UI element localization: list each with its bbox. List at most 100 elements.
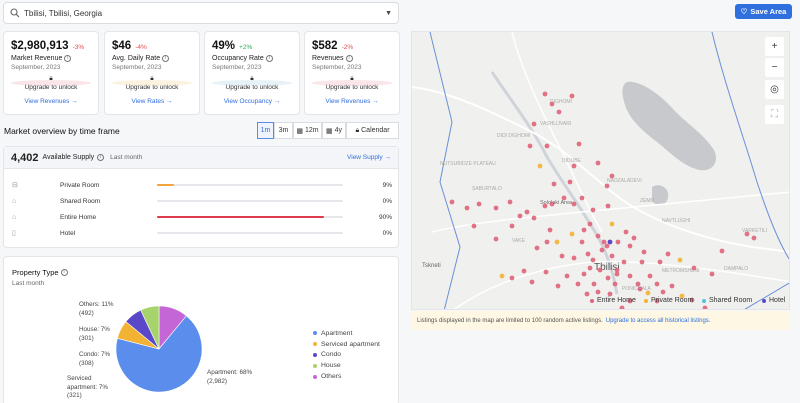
view-revenues-link[interactable]: View Revenues → (24, 98, 78, 105)
upgrade-to-unlock[interactable]: 🔒︎ Upgrade to unlock (312, 74, 392, 92)
listing-pin[interactable] (542, 91, 548, 97)
listing-pin[interactable] (476, 201, 482, 207)
listing-pin[interactable] (579, 239, 585, 245)
listing-pin[interactable] (631, 235, 637, 241)
listing-pin[interactable] (581, 271, 587, 277)
listing-pin[interactable] (609, 173, 615, 179)
listing-pin[interactable] (595, 160, 601, 166)
listing-pin[interactable] (654, 281, 660, 287)
listing-pin[interactable] (587, 221, 593, 227)
listing-pin[interactable] (691, 265, 697, 271)
view-rates-link[interactable]: View Rates → (131, 98, 173, 105)
listing-pin[interactable] (604, 243, 610, 249)
listing-pin[interactable] (677, 257, 683, 263)
listing-pin[interactable] (689, 297, 695, 303)
upgrade-link[interactable]: Upgrade to access all historical listing… (605, 317, 711, 324)
zoom-out-button[interactable]: − (765, 58, 784, 77)
listing-pin[interactable] (641, 249, 647, 255)
listing-pin[interactable] (621, 259, 627, 265)
listing-pin[interactable] (604, 183, 610, 189)
listing-pin[interactable] (549, 101, 555, 107)
listing-pin[interactable] (599, 247, 605, 253)
listing-pin[interactable] (555, 283, 561, 289)
listing-pin[interactable] (517, 213, 523, 219)
listing-pin[interactable] (590, 257, 596, 263)
listing-pin[interactable] (591, 281, 597, 287)
zoom-in-button[interactable]: + (765, 37, 784, 56)
listing-pin[interactable] (571, 201, 577, 207)
fullscreen-icon[interactable]: ⛶ (765, 105, 784, 124)
pie-slice-house[interactable] (140, 305, 160, 350)
listing-pin[interactable] (521, 268, 527, 274)
listing-pin[interactable] (543, 269, 549, 275)
listing-pin[interactable] (544, 239, 550, 245)
upgrade-to-unlock[interactable]: 🔒︎ Upgrade to unlock (212, 74, 292, 92)
listing-pin[interactable] (534, 245, 540, 251)
info-icon[interactable]: i (64, 55, 72, 62)
listing-pin[interactable] (559, 253, 565, 259)
upgrade-to-unlock[interactable]: 🔒︎ Upgrade to unlock (11, 74, 91, 92)
listing-pin[interactable] (529, 279, 535, 285)
listing-pin[interactable] (639, 259, 645, 265)
listing-pin[interactable] (507, 199, 513, 205)
listing-pin[interactable] (585, 251, 591, 257)
listing-pin[interactable] (609, 253, 615, 259)
listing-pin[interactable] (551, 181, 557, 187)
listing-pin[interactable] (657, 259, 663, 265)
tab-calendar[interactable]: 🔒︎ Calendar (346, 122, 399, 139)
legend-item[interactable]: Condo (313, 350, 380, 361)
listing-pin[interactable] (751, 235, 757, 241)
listing-pin[interactable] (719, 248, 725, 254)
listing-pin[interactable] (584, 291, 590, 297)
listing-pin[interactable] (493, 236, 499, 242)
listing-pin[interactable] (744, 231, 750, 237)
listing-pin[interactable] (561, 195, 567, 201)
listing-pin[interactable] (627, 298, 633, 304)
listing-pin[interactable] (569, 93, 575, 99)
listing-pin[interactable] (579, 195, 585, 201)
listing-pin-hotel[interactable] (607, 239, 613, 245)
listing-pin[interactable] (619, 305, 625, 310)
listing-pin[interactable] (660, 289, 666, 295)
listing-pin[interactable] (587, 265, 593, 271)
listing-pin[interactable] (679, 293, 685, 299)
listing-pin[interactable] (595, 233, 601, 239)
listing-pin[interactable] (627, 243, 633, 249)
listing-pin[interactable] (527, 143, 533, 149)
listing-pin[interactable] (509, 223, 515, 229)
listing-pin[interactable] (647, 273, 653, 279)
listing-pin[interactable] (567, 179, 573, 185)
listing-pin[interactable] (509, 275, 515, 281)
listing-pin[interactable] (623, 229, 629, 235)
listing-pin[interactable] (669, 283, 675, 289)
legend-item[interactable]: Apartment (313, 328, 380, 339)
listing-pin[interactable] (547, 227, 553, 233)
view-revenues-link[interactable]: View Revenues → (325, 98, 379, 105)
listing-pin[interactable] (654, 298, 660, 304)
listing-pin[interactable] (627, 273, 633, 279)
legend-item[interactable]: Serviced apartment (313, 339, 380, 350)
tab-3m[interactable]: 3m (274, 122, 293, 139)
listing-pin[interactable] (576, 141, 582, 147)
listing-pin[interactable] (531, 215, 537, 221)
tab-12m[interactable]: ▦ 12m (293, 122, 322, 139)
listing-pin[interactable] (601, 239, 607, 245)
listing-pin[interactable] (571, 255, 577, 261)
info-icon[interactable]: i (265, 55, 273, 62)
listings-map[interactable]: DIGHOMI VASHLIJVARI NUTSUBIDZE PLATEAU N… (411, 31, 790, 310)
save-area-button[interactable]: ♡ Save Area (735, 4, 792, 19)
listing-pin[interactable] (524, 209, 530, 215)
listing-pin[interactable] (464, 205, 470, 211)
listing-pin[interactable] (499, 273, 505, 279)
listing-pin[interactable] (531, 121, 537, 127)
listing-pin[interactable] (614, 271, 620, 277)
listing-pin[interactable] (537, 163, 543, 169)
listing-pin[interactable] (571, 163, 577, 169)
listing-pin[interactable] (590, 207, 596, 213)
location-search[interactable]: Tbilisi, Tbilisi, Georgia ▼ (3, 2, 399, 24)
info-icon[interactable]: i (97, 154, 105, 161)
listing-pin[interactable] (549, 201, 555, 207)
info-icon[interactable]: i (345, 55, 353, 62)
info-icon[interactable]: i (60, 269, 68, 276)
info-icon[interactable]: i (162, 55, 170, 62)
